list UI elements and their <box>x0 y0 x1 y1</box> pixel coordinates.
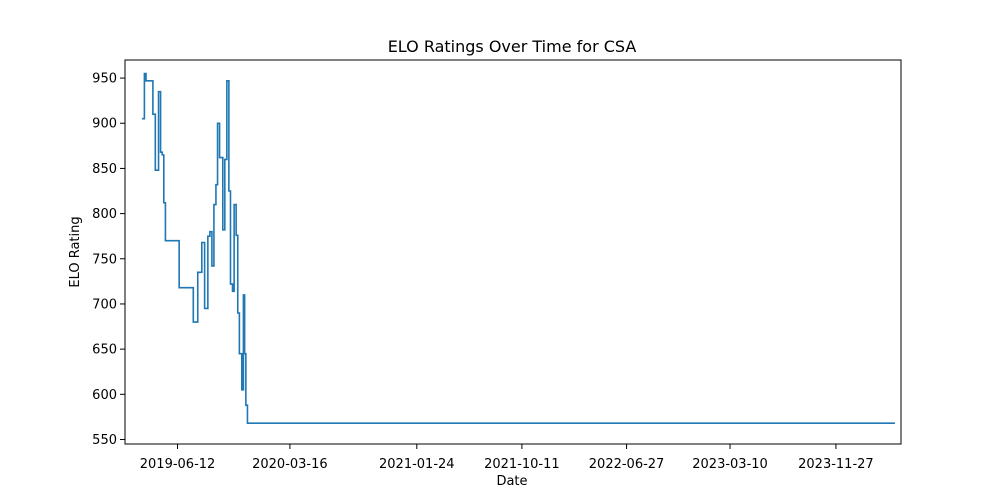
y-tick-label: 650 <box>92 343 117 358</box>
y-tick-label: 550 <box>92 433 117 448</box>
x-axis-label: Date <box>496 474 527 489</box>
y-tick-label: 900 <box>92 117 117 132</box>
y-tick-label: 750 <box>92 252 117 267</box>
series-line-elo <box>141 72 895 425</box>
chart-title: ELO Ratings Over Time for CSA <box>388 37 637 56</box>
x-tick-label: 2019-06-12 <box>140 457 216 472</box>
x-tick-label: 2021-01-24 <box>379 457 455 472</box>
y-tick-label: 950 <box>92 72 117 87</box>
x-axis: 2019-06-12 2020-03-16 2021-01-24 2021-10-11… <box>140 444 874 472</box>
y-tick-label: 850 <box>92 162 117 177</box>
y-axis-label: ELO Rating <box>68 216 83 287</box>
x-tick-label: 2023-03-10 <box>692 457 768 472</box>
x-tick-label: 2020-03-16 <box>252 457 328 472</box>
plot-frame <box>124 59 902 445</box>
x-tick-label: 2021-10-11 <box>484 457 560 472</box>
y-axis: 550 600 650 700 750 800 850 900 950 <box>92 72 125 448</box>
x-tick-label: 2023-11-27 <box>798 457 874 472</box>
plot-area <box>124 59 902 445</box>
y-tick-label: 800 <box>92 207 117 222</box>
y-tick-label: 600 <box>92 388 117 403</box>
x-tick-label: 2022-06-27 <box>589 457 665 472</box>
y-tick-label: 700 <box>92 297 117 312</box>
